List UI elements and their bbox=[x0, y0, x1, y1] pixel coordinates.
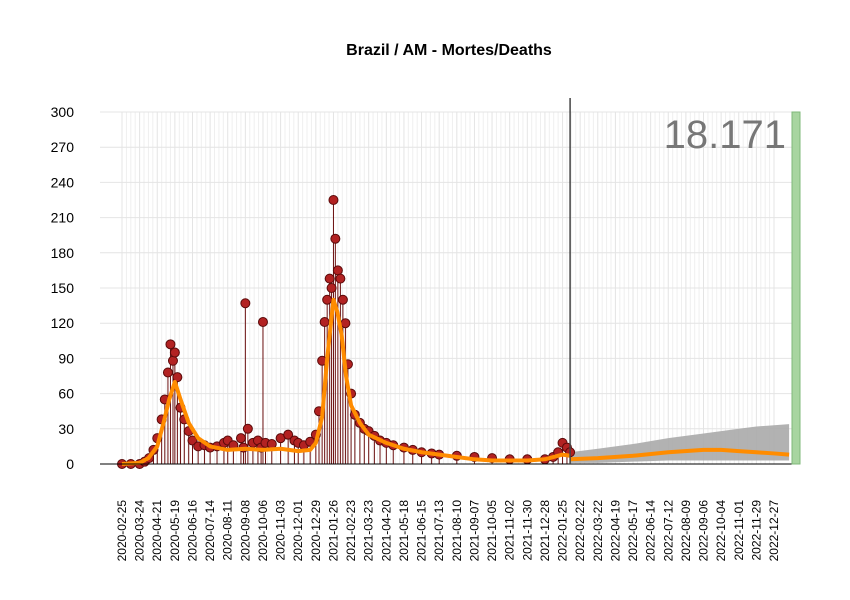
x-tick-label: 2020-02-25 bbox=[115, 500, 129, 562]
forecast-range-band bbox=[570, 424, 790, 463]
x-tick-label: 2022-12-27 bbox=[767, 500, 781, 562]
daily-point bbox=[165, 339, 176, 350]
x-tick-label: 2020-06-16 bbox=[185, 500, 199, 562]
x-tick-label: 2020-07-14 bbox=[203, 500, 217, 562]
x-tick-label: 2021-12-28 bbox=[538, 500, 552, 562]
daily-points bbox=[117, 195, 576, 469]
end-marker-bar bbox=[791, 111, 801, 465]
forecast-band bbox=[570, 424, 790, 463]
x-tick-label: 2022-06-14 bbox=[644, 500, 658, 562]
x-tick-label: 2022-03-22 bbox=[591, 500, 605, 562]
x-tick-label: 2022-11-01 bbox=[732, 500, 746, 561]
x-tick-label: 2020-03-24 bbox=[133, 500, 147, 562]
y-tick-label: 0 bbox=[66, 456, 74, 472]
daily-point bbox=[162, 367, 173, 378]
x-tick-label: 2020-04-21 bbox=[150, 500, 164, 562]
y-tick-label: 210 bbox=[51, 210, 75, 226]
y-tick-label: 90 bbox=[58, 350, 74, 366]
daily-point bbox=[319, 317, 330, 328]
daily-point bbox=[322, 294, 333, 305]
x-tick-label: 2022-09-06 bbox=[697, 500, 711, 562]
x-tick-label: 2022-07-12 bbox=[661, 500, 675, 562]
x-tick-label: 2022-02-22 bbox=[573, 500, 587, 562]
daily-point bbox=[235, 433, 246, 444]
x-tick-label: 2021-02-23 bbox=[344, 500, 358, 562]
x-tick-label: 2021-04-20 bbox=[379, 500, 393, 562]
x-tick-label: 2020-08-11 bbox=[221, 500, 235, 561]
y-tick-labels: 0 30 60 90 120 150 180 210 240 270 300 bbox=[51, 104, 75, 472]
y-tick-label: 180 bbox=[51, 245, 75, 261]
grid-lines bbox=[100, 111, 800, 465]
x-tick-label: 2022-05-17 bbox=[626, 500, 640, 562]
x-tick-label: 2021-06-15 bbox=[415, 500, 429, 562]
total-deaths-label: 18.171 bbox=[664, 113, 786, 157]
y-tick-label: 240 bbox=[51, 174, 75, 190]
x-tick-label: 2020-05-19 bbox=[168, 500, 182, 562]
x-tick-label: 2021-05-18 bbox=[397, 500, 411, 562]
daily-point bbox=[257, 317, 268, 328]
x-tick-label: 2020-12-01 bbox=[291, 500, 305, 562]
y-tick-label: 150 bbox=[51, 280, 75, 296]
y-tick-label: 300 bbox=[51, 104, 75, 120]
daily-point bbox=[340, 318, 351, 329]
x-tick-labels: 2020-02-25 2020-03-24 2020-04-21 2020-05-19… bbox=[115, 500, 781, 562]
daily-point bbox=[169, 347, 180, 358]
x-tick-label: 2021-10-05 bbox=[485, 500, 499, 562]
x-tick-label: 2021-01-26 bbox=[326, 500, 340, 562]
y-tick-label: 60 bbox=[58, 386, 74, 402]
daily-point bbox=[326, 283, 337, 293]
daily-point bbox=[283, 429, 294, 440]
x-tick-label: 2022-04-19 bbox=[608, 500, 622, 562]
daily-point bbox=[335, 273, 346, 284]
chart-title: Brazil / AM - Mortes/Deaths bbox=[346, 42, 552, 59]
x-tick-label: 2022-01-25 bbox=[556, 500, 570, 562]
forecast-line bbox=[570, 447, 790, 462]
y-tick-label: 120 bbox=[51, 315, 75, 331]
daily-point bbox=[337, 294, 348, 305]
x-tick-label: 2021-11-02 bbox=[503, 500, 517, 561]
daily-point bbox=[328, 195, 339, 205]
daily-point bbox=[332, 265, 343, 276]
axes bbox=[100, 98, 800, 465]
daily-point bbox=[242, 423, 253, 434]
x-tick-label: 2020-11-03 bbox=[274, 500, 288, 561]
x-tick-label: 2020-09-08 bbox=[238, 500, 252, 562]
x-tick-label: 2020-10-06 bbox=[256, 500, 270, 562]
daily-point bbox=[330, 233, 341, 244]
daily-point bbox=[167, 355, 178, 366]
x-tick-label: 2022-08-09 bbox=[679, 500, 693, 562]
x-tick-label: 2021-08-10 bbox=[450, 500, 464, 562]
forecast-path bbox=[570, 447, 790, 462]
x-tick-label: 2022-10-04 bbox=[714, 500, 728, 562]
y-tick-label: 270 bbox=[51, 139, 75, 155]
x-tick-label: 2021-11-30 bbox=[520, 500, 534, 561]
x-tick-label: 2021-09-07 bbox=[467, 500, 481, 562]
y-tick-label: 30 bbox=[58, 421, 74, 437]
moving-average-path bbox=[121, 297, 571, 466]
moving-average-line bbox=[121, 297, 571, 466]
x-tick-label: 2022-11-29 bbox=[749, 500, 763, 561]
daily-point bbox=[324, 273, 335, 284]
daily-point bbox=[172, 372, 183, 383]
x-tick-label: 2021-07-13 bbox=[432, 500, 446, 562]
x-tick-label: 2020-12-29 bbox=[309, 500, 323, 562]
x-tick-label: 2021-03-23 bbox=[362, 500, 376, 562]
daily-point bbox=[240, 298, 251, 309]
